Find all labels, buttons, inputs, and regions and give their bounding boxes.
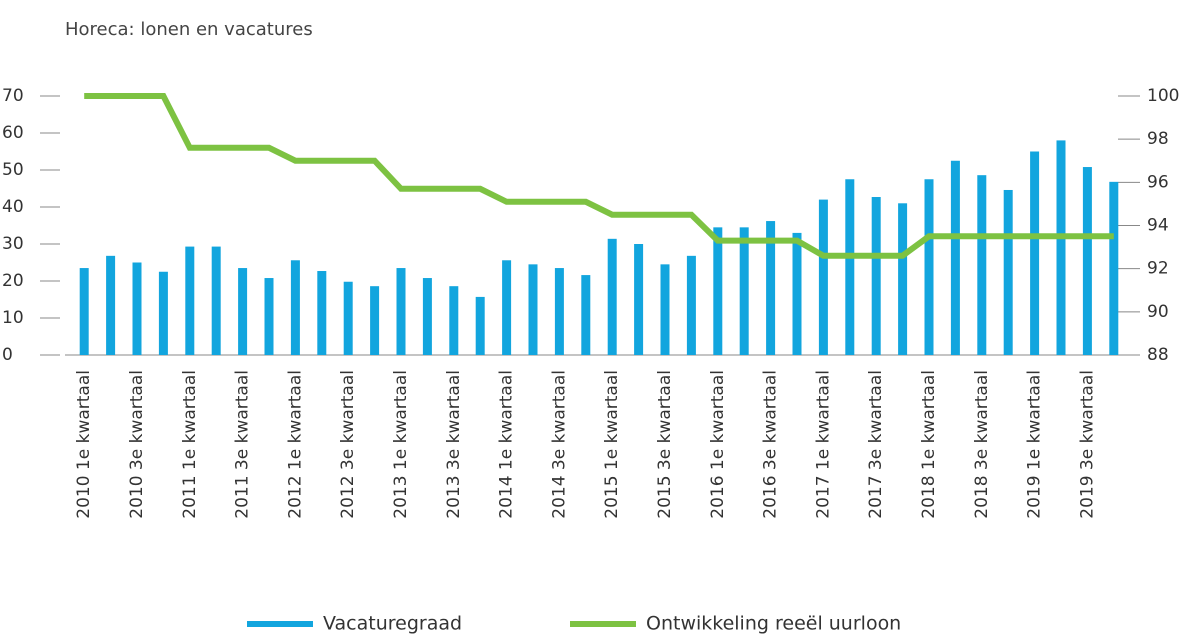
- bar: [106, 255, 116, 355]
- x-tick-label: 2016 1e kwartaal: [708, 370, 728, 519]
- bar: [449, 286, 459, 355]
- y2-tick-label: 88: [1147, 345, 1169, 365]
- bar: [79, 268, 89, 355]
- x-tick-label: 2019 3e kwartaal: [1077, 370, 1097, 519]
- bar: [317, 271, 327, 355]
- x-tick-label: 2017 3e kwartaal: [866, 370, 886, 519]
- y2-tick-label: 96: [1147, 172, 1169, 192]
- x-tick-label: 2016 3e kwartaal: [761, 370, 781, 519]
- y2-tick-label: 92: [1147, 259, 1169, 279]
- y2-tick-label: 98: [1147, 129, 1169, 149]
- bar: [264, 278, 274, 355]
- bar: [924, 179, 934, 355]
- x-tick-label: 2010 3e kwartaal: [127, 370, 147, 519]
- y-tick-label: 60: [2, 123, 24, 143]
- bar: [713, 227, 723, 355]
- bar: [158, 271, 168, 355]
- x-tick-label: 2019 1e kwartaal: [1025, 370, 1045, 519]
- bar: [950, 160, 960, 355]
- x-tick-label: 2012 1e kwartaal: [285, 370, 305, 519]
- bar: [581, 275, 591, 355]
- line: [84, 93, 1114, 259]
- y-tick-label: 40: [2, 197, 24, 217]
- chart-title: Horeca: lonen en vacatures: [65, 19, 313, 40]
- bar: [739, 227, 749, 355]
- x-tick-label: 2018 1e kwartaal: [919, 370, 939, 519]
- bar: [1109, 181, 1119, 355]
- x-tick-label: 2015 1e kwartaal: [602, 370, 622, 519]
- legend-label: Ontwikkeling reeël uurloon: [646, 613, 901, 635]
- bar: [607, 238, 617, 355]
- y-tick-label: 10: [2, 308, 24, 328]
- bar: [132, 262, 142, 355]
- x-tick-label: 2013 3e kwartaal: [444, 370, 464, 519]
- bar: [1003, 189, 1013, 355]
- bar: [1056, 140, 1066, 355]
- x-tick-label: 2011 3e kwartaal: [233, 370, 253, 519]
- bar: [686, 255, 696, 355]
- x-tick-label: 2013 1e kwartaal: [391, 370, 411, 519]
- bar: [290, 260, 300, 355]
- y2-tick-label: 90: [1147, 302, 1169, 322]
- bar: [1082, 167, 1092, 355]
- bar: [370, 286, 380, 355]
- legend-label: Vacaturegraad: [323, 613, 462, 635]
- bar: [977, 175, 987, 355]
- y-tick-label: 50: [2, 160, 24, 180]
- bar: [502, 260, 512, 355]
- bar: [898, 203, 908, 355]
- y2-tick-label: 100: [1147, 86, 1179, 106]
- bar: [792, 232, 802, 355]
- bar: [845, 179, 855, 355]
- bar: [766, 221, 776, 355]
- y-tick-label: 20: [2, 271, 24, 291]
- x-tick-label: 2014 3e kwartaal: [549, 370, 569, 519]
- x-tick-label: 2011 1e kwartaal: [180, 370, 200, 519]
- bar: [554, 268, 564, 355]
- bar: [634, 244, 644, 355]
- y-tick-label: 30: [2, 234, 24, 254]
- x-tick-label: 2018 3e kwartaal: [972, 370, 992, 519]
- x-tick-label: 2015 3e kwartaal: [655, 370, 675, 519]
- bar: [1030, 151, 1040, 355]
- bar: [818, 199, 828, 355]
- y-tick-label: 0: [2, 345, 13, 365]
- bar: [343, 281, 353, 355]
- y-tick-label: 70: [2, 86, 24, 106]
- bar: [660, 264, 670, 355]
- bar: [422, 278, 432, 355]
- y2-tick-label: 94: [1147, 216, 1169, 236]
- bar: [528, 264, 538, 355]
- bar: [871, 197, 881, 355]
- bar: [475, 296, 485, 355]
- bar: [238, 268, 248, 355]
- x-tick-label: 2017 1e kwartaal: [813, 370, 833, 519]
- bar: [185, 246, 195, 355]
- bar: [211, 246, 221, 355]
- x-tick-label: 2012 3e kwartaal: [338, 370, 358, 519]
- bar: [396, 268, 406, 355]
- x-tick-label: 2014 1e kwartaal: [497, 370, 517, 519]
- x-tick-label: 2010 1e kwartaal: [74, 370, 94, 519]
